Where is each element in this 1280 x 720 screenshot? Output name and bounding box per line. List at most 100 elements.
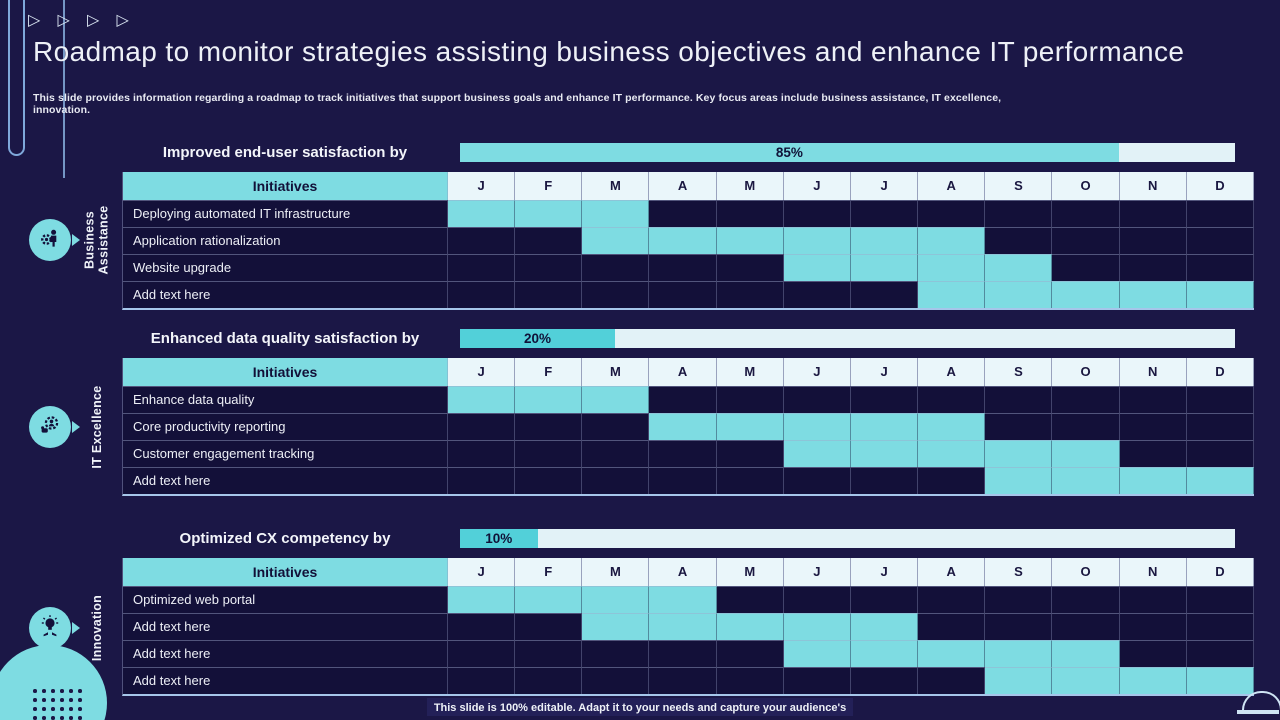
gantt-cell (918, 667, 986, 694)
gantt-cell (515, 613, 583, 640)
section-heading: Improved end-user satisfaction by (162, 144, 408, 161)
section-heading: Enhanced data quality satisfaction by (150, 330, 420, 347)
dot (33, 716, 37, 720)
initiative-label-cell: Core productivity reporting (123, 413, 448, 440)
gantt-cell (1052, 586, 1120, 613)
gantt-bar-segment (918, 413, 986, 440)
gantt-cell (1052, 200, 1120, 227)
initiatives-header-cell: Initiatives (123, 358, 448, 386)
bottom-right-arc-decoration (1242, 691, 1280, 712)
gantt-cell (783, 281, 851, 308)
left-edge-outline-decoration (8, 0, 25, 156)
category-label: Business Assistance (82, 205, 111, 275)
gantt-bar-segment (850, 254, 919, 281)
dot (42, 689, 46, 693)
gantt-cell (448, 254, 516, 281)
category-arrow-icon (72, 234, 80, 246)
initiatives-header-cell: Initiatives (123, 172, 448, 200)
dot (33, 689, 37, 693)
gantt-bar-segment (985, 667, 1053, 694)
gantt-cell (1186, 586, 1254, 613)
gantt-bar-segment (918, 281, 986, 308)
gantt-cell (582, 467, 650, 494)
gantt-bar-segment (1052, 281, 1120, 308)
gantt-cell (448, 613, 516, 640)
gantt-cell (1186, 413, 1254, 440)
gantt-cell (716, 440, 784, 467)
category-icon-circle (29, 219, 71, 261)
gantt-bar-segment (448, 586, 516, 613)
gantt-cell (783, 467, 851, 494)
gantt-bar-segment (716, 613, 784, 640)
gantt-cell (1052, 613, 1120, 640)
dot (51, 716, 55, 720)
progress-bar: 85% (460, 143, 1235, 162)
gantt-cell (649, 281, 717, 308)
gantt-cell (448, 467, 516, 494)
month-header-cell: J (850, 358, 919, 386)
gantt-bar-segment (1119, 467, 1187, 494)
gantt-cell (448, 440, 516, 467)
gantt-cell (582, 281, 650, 308)
gantt-cell (1186, 640, 1254, 667)
month-header-cell: M (716, 172, 784, 200)
gantt-cell (515, 640, 583, 667)
lightbulb-icon (38, 614, 62, 643)
gantt-bar-segment (783, 613, 851, 640)
gantt-cell (1186, 227, 1254, 254)
gantt-cell (850, 667, 919, 694)
gantt-bar-segment (783, 413, 851, 440)
dot (51, 707, 55, 711)
month-header-cell: J (448, 172, 516, 200)
dot (69, 698, 73, 702)
gantt-cell (448, 413, 516, 440)
category-label: IT Excellence (89, 385, 104, 469)
dot (69, 689, 73, 693)
dot (51, 698, 55, 702)
gantt-cell (649, 386, 717, 413)
gantt-bar-segment (515, 200, 583, 227)
gantt-cell (850, 386, 919, 413)
section-heading: Optimized CX competency by (179, 530, 391, 547)
gantt-cell (649, 667, 717, 694)
gantt-cell (716, 281, 784, 308)
gantt-bar-segment (1186, 667, 1254, 694)
gantt-cell (448, 667, 516, 694)
progress-bar-fill: 10% (460, 529, 538, 548)
gantt-bar-segment (918, 227, 986, 254)
left-vertical-line-decoration (63, 0, 65, 178)
category-arrow-icon (72, 622, 80, 634)
month-header-cell: D (1186, 358, 1254, 386)
gantt-bar-segment (1052, 467, 1120, 494)
dot (60, 689, 64, 693)
gantt-cell (716, 254, 784, 281)
gantt-bar-segment (448, 200, 516, 227)
gantt-cell (918, 586, 986, 613)
gantt-cell (1119, 200, 1187, 227)
initiative-label-cell: Website upgrade (123, 254, 448, 281)
gantt-cell (918, 200, 986, 227)
gantt-bar-segment (649, 613, 717, 640)
gantt-cell (716, 200, 784, 227)
dot (78, 698, 82, 702)
gantt-cell (783, 386, 851, 413)
month-header-cell: N (1119, 558, 1187, 586)
gantt-cell (1186, 440, 1254, 467)
gantt-cell (515, 440, 583, 467)
dot (69, 707, 73, 711)
person-gear-icon (38, 226, 62, 255)
initiative-label-cell: Add text here (123, 281, 448, 308)
gantt-bar-segment (1119, 281, 1187, 308)
gantt-cell (850, 586, 919, 613)
dot (42, 698, 46, 702)
footer-text: This slide is 100% editable. Adapt it to… (433, 702, 847, 714)
gantt-cell (1119, 413, 1187, 440)
gantt-bar-segment (1052, 640, 1120, 667)
month-header-cell: M (582, 172, 650, 200)
month-header-cell: J (448, 558, 516, 586)
gantt-bar-segment (918, 640, 986, 667)
category-icon-circle (29, 607, 71, 649)
gantt-bar-segment (985, 254, 1053, 281)
dot (42, 716, 46, 720)
gantt-cell (716, 640, 784, 667)
